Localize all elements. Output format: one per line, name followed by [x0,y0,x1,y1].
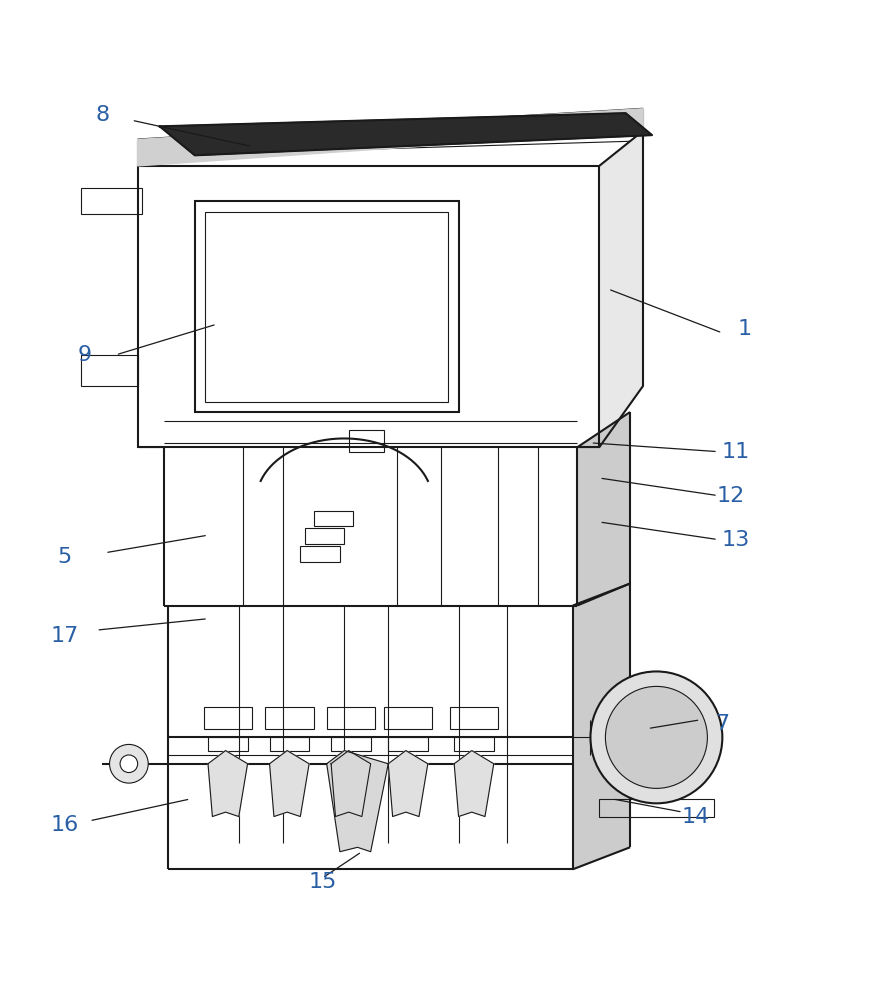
Text: 13: 13 [721,530,750,550]
Bar [384,707,432,729]
Circle shape [590,671,722,803]
Polygon shape [573,584,630,869]
Text: 9: 9 [78,345,92,365]
Bar [304,528,344,544]
Text: 5: 5 [57,547,71,567]
Bar [270,737,309,751]
Bar [599,799,714,817]
Bar [301,546,340,562]
Circle shape [109,744,148,783]
Text: 11: 11 [721,442,750,462]
Bar [80,188,142,214]
Circle shape [605,686,707,788]
Polygon shape [331,751,370,817]
Polygon shape [454,751,494,817]
Bar [388,737,428,751]
Polygon shape [578,412,630,606]
Bar [204,707,252,729]
Bar [313,511,353,526]
Text: 8: 8 [95,105,109,125]
Text: 15: 15 [308,872,337,892]
Polygon shape [599,131,643,447]
Bar [265,707,313,729]
Bar [195,201,459,412]
Text: 7: 7 [715,714,729,734]
Bar [80,355,138,386]
Polygon shape [208,751,248,817]
Text: 16: 16 [50,815,78,835]
Circle shape [120,755,138,773]
Bar [331,737,370,751]
Text: 12: 12 [717,486,745,506]
Bar [348,430,384,452]
Polygon shape [388,751,428,817]
Polygon shape [270,751,309,817]
Polygon shape [326,751,388,852]
Bar [326,707,375,729]
Text: 1: 1 [737,319,751,339]
Bar [138,166,599,447]
Polygon shape [138,109,643,166]
Text: 17: 17 [50,626,78,646]
Text: 14: 14 [682,807,710,827]
Bar [454,737,494,751]
Bar [450,707,498,729]
Bar [206,212,448,402]
Polygon shape [160,113,652,155]
Bar [208,737,248,751]
